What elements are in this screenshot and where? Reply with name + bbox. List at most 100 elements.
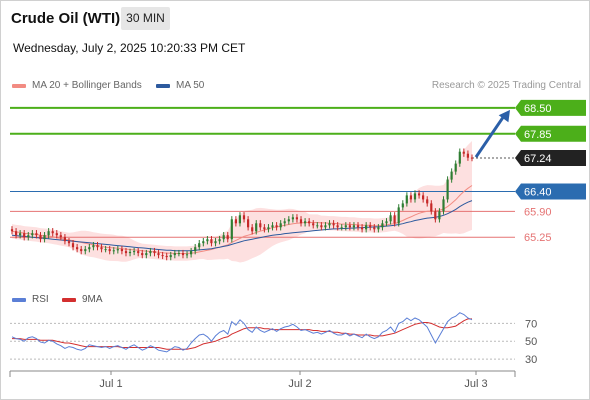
candle-body: [418, 193, 421, 196]
candle: [418, 190, 421, 199]
candle: [324, 222, 327, 231]
candle: [222, 232, 225, 243]
candle: [401, 200, 404, 211]
candle: [279, 220, 282, 231]
candle-body: [108, 249, 111, 252]
level-tag-label: 67.85: [524, 129, 552, 141]
candle: [202, 238, 205, 247]
candle: [67, 238, 71, 247]
candle: [446, 176, 449, 203]
candle-body: [100, 247, 103, 250]
candle-body: [320, 225, 323, 228]
candle: [177, 249, 180, 257]
legend-ma-bb: MA 20 + Bollinger Bands: [12, 80, 142, 91]
legend-ma-bb-label: MA 20 + Bollinger Bands: [32, 80, 142, 91]
candle: [153, 247, 156, 257]
candle: [92, 241, 95, 251]
candle-body: [434, 211, 437, 220]
candle-body: [291, 217, 294, 220]
candle-body: [242, 215, 246, 220]
candle: [206, 236, 209, 245]
candle: [287, 216, 290, 225]
candle-body: [124, 251, 128, 254]
candle: [173, 249, 176, 259]
candle-body: [214, 241, 217, 244]
candle-body: [373, 227, 376, 230]
level-tag-bg: [515, 125, 586, 142]
level-tag-66.40: 66.40: [515, 183, 586, 200]
candle: [234, 216, 237, 227]
candle: [39, 232, 42, 243]
candle-body: [137, 251, 140, 254]
candle-body: [369, 225, 372, 228]
candle-body: [59, 235, 62, 238]
candle: [55, 230, 58, 239]
candle-body: [15, 231, 18, 236]
rsi-tick-30: 30: [525, 354, 537, 366]
rsi-line: [11, 312, 473, 353]
candle-body: [295, 217, 298, 220]
level-tag-bg: [515, 183, 586, 200]
candle: [442, 196, 445, 215]
legend-9ma-swatch: [62, 297, 76, 302]
candle-body: [344, 225, 347, 228]
candle: [181, 249, 185, 259]
candle-body: [206, 239, 209, 242]
candle: [210, 236, 213, 247]
candle: [308, 218, 311, 227]
candle: [450, 168, 453, 183]
x-tick-label: Jul 2: [288, 378, 311, 390]
candle-body: [332, 223, 335, 226]
candle-body: [92, 245, 95, 248]
candle: [369, 222, 372, 231]
candle-body: [27, 235, 30, 238]
level-tag-label: 65.90: [524, 206, 552, 218]
legend-9ma-label: 9MA: [82, 294, 103, 305]
candle-body: [31, 233, 34, 236]
x-tick-label: Jul 1: [99, 378, 122, 390]
candle: [393, 212, 396, 227]
candle-body: [275, 225, 278, 228]
candle-body: [10, 229, 14, 232]
candle-body: [47, 231, 50, 236]
candle: [259, 220, 262, 231]
legend-ma50-label: MA 50: [176, 80, 205, 91]
candle: [304, 218, 307, 227]
projection-arrow: [474, 115, 506, 158]
candle: [320, 222, 323, 231]
candle-body: [409, 195, 412, 200]
candle: [356, 222, 360, 231]
candle-body: [454, 163, 457, 172]
candle: [361, 224, 364, 233]
candle-body: [316, 225, 319, 227]
candle: [80, 245, 83, 255]
candle-body: [226, 235, 229, 240]
candle: [47, 228, 50, 239]
legend-9ma: 9MA: [62, 294, 103, 305]
level-tag-bg: [515, 99, 586, 116]
candle-body: [442, 199, 445, 212]
rsi-ma-line: [12, 318, 472, 350]
level-tag-67.85: 67.85: [515, 125, 586, 142]
candle-body: [185, 254, 189, 256]
timeframe-badge[interactable]: 30 MIN: [121, 7, 170, 30]
candle-body: [161, 255, 164, 257]
candle: [19, 230, 22, 239]
candle-body: [308, 221, 311, 224]
candle-body: [267, 227, 270, 230]
legend-ma-bb-swatch: [12, 83, 26, 88]
candle-body: [76, 247, 79, 250]
candle-body: [120, 249, 123, 252]
candle: [299, 216, 303, 227]
candle-body: [230, 219, 233, 240]
candle: [247, 216, 250, 231]
candle: [71, 239, 75, 251]
level-tag-label: 65.25: [524, 232, 552, 244]
candle: [438, 208, 441, 223]
candle-body: [238, 215, 241, 224]
candle: [112, 247, 115, 255]
candle-body: [67, 241, 71, 244]
candle-body: [466, 153, 469, 158]
candle: [275, 222, 278, 231]
